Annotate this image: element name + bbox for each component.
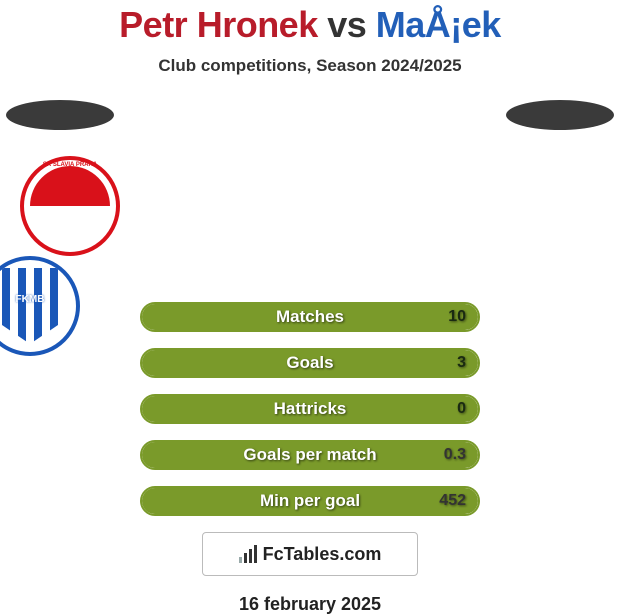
comparison-title: Petr Hronek vs MaÅ¡ek — [0, 0, 620, 46]
stat-value-right: 452 — [439, 488, 466, 514]
stat-label: Goals per match — [243, 445, 376, 465]
vs-separator: vs — [318, 4, 376, 45]
stat-row: Min per goal 452 — [140, 486, 480, 516]
stat-value-right: 0.3 — [444, 442, 466, 468]
stat-value-right: 0 — [457, 396, 466, 422]
branding-text: FcTables.com — [263, 544, 382, 565]
stat-value-right: 3 — [457, 350, 466, 376]
stat-row: Goals per match 0.3 — [140, 440, 480, 470]
stat-row: Hattricks 0 — [140, 394, 480, 424]
stat-row: Goals 3 — [140, 348, 480, 378]
stat-rows: Matches 10 Goals 3 Hattricks 0 Goals per match… — [140, 302, 480, 516]
branding-bars-icon — [239, 545, 257, 563]
player-right-name: MaÅ¡ek — [376, 4, 501, 45]
stat-label: Hattricks — [274, 399, 347, 419]
snapshot-date: 16 february 2025 — [0, 594, 620, 615]
branding-badge: FcTables.com — [202, 532, 418, 576]
comparison-body: Matches 10 Goals 3 Hattricks 0 Goals per match… — [0, 102, 620, 615]
club-badge-right — [0, 256, 80, 356]
stat-label: Matches — [276, 307, 344, 327]
player-left-name: Petr Hronek — [119, 4, 318, 45]
player-right-avatar-placeholder — [506, 100, 614, 130]
club-badge-left — [20, 156, 120, 256]
stat-value-right: 10 — [448, 304, 466, 330]
stat-label: Min per goal — [260, 491, 360, 511]
competition-subtitle: Club competitions, Season 2024/2025 — [0, 56, 620, 76]
player-left-avatar-placeholder — [6, 100, 114, 130]
stat-label: Goals — [286, 353, 333, 373]
stat-row: Matches 10 — [140, 302, 480, 332]
